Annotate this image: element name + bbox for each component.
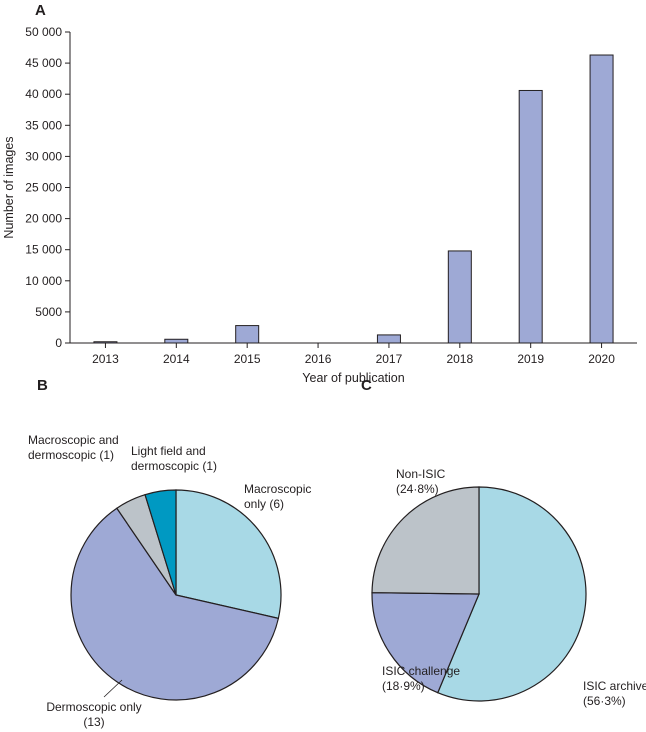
- x-tick-label: 2015: [234, 352, 261, 366]
- pie-slice: [436, 486, 587, 702]
- bar-2015: [235, 325, 260, 344]
- y-tick-label: 45 000: [25, 56, 62, 70]
- pie-label-line: ISIC archive: [583, 679, 646, 693]
- bar-2017: [376, 334, 401, 344]
- pie-label-line: dermoscopic (1): [131, 459, 217, 473]
- bar-2013: [93, 341, 118, 344]
- pie-label: Macroscopic and dermoscopic (1): [28, 433, 119, 462]
- bar-chart: 0 5000 10 000 15 000 20 000 25 000 30 000 35 00…: [2, 25, 637, 385]
- y-tick-label: 25 000: [25, 181, 62, 195]
- bar-2019: [518, 89, 543, 344]
- pie-chart-publication-image-types: Macroscopic only (6) Dermoscopic only (13) M…: [28, 433, 311, 729]
- pie-label-line: (24·8%): [396, 482, 439, 496]
- panel-letter-b: B: [37, 377, 48, 394]
- x-tick-label: 2017: [376, 352, 403, 366]
- y-tick-label: 35 000: [25, 118, 62, 132]
- bar-2014: [164, 338, 189, 344]
- x-axis-title: Year of publication: [302, 371, 404, 385]
- pie-label: Light field and dermoscopic (1): [131, 444, 217, 473]
- y-tick-label: 20 000: [25, 212, 62, 226]
- pie-label-line: ISIC challenge: [382, 664, 460, 678]
- x-tick-label: 2020: [588, 352, 615, 366]
- panel-letter-c: C: [361, 377, 372, 394]
- x-tick-label: 2016: [305, 352, 332, 366]
- pie-label-line: (18·9%): [382, 679, 425, 693]
- pie-label-line: Light field and: [131, 444, 206, 458]
- y-tick-label: 15 000: [25, 243, 62, 257]
- x-tick-label: 2014: [163, 352, 190, 366]
- x-axis-ticks: 2013 2014 2015 2016 2017 2018 2019 2020: [92, 343, 615, 366]
- bar-2018: [447, 250, 472, 344]
- panel-letter-a: A: [35, 2, 46, 19]
- pie-label-line: Non-ISIC: [396, 467, 446, 481]
- pie-label-line: only (6): [244, 497, 284, 511]
- y-tick-label: 50 000: [25, 25, 62, 39]
- pie-label-line: dermoscopic (1): [28, 448, 114, 462]
- pie-label-line: Dermoscopic only: [46, 700, 141, 714]
- pie-slice: [371, 592, 480, 694]
- pie-label: ISIC challenge (18·9%): [382, 664, 460, 693]
- pie-slice: [371, 486, 480, 595]
- x-tick-label: 2019: [517, 352, 544, 366]
- y-axis-title: Number of images: [2, 136, 16, 238]
- pie-label-line: Macroscopic and: [28, 433, 119, 447]
- y-tick-label: 5000: [35, 305, 62, 319]
- pie-slice: [144, 489, 177, 596]
- pie-slice: [70, 507, 280, 701]
- y-tick-label: 0: [55, 336, 62, 350]
- x-tick-label: 2013: [92, 352, 119, 366]
- pie-label: Dermoscopic only (13): [46, 700, 141, 729]
- pie-label: ISIC archive (56·3%): [583, 679, 646, 708]
- pie-label: Macroscopic only (6): [244, 482, 311, 511]
- pie-leader-line: [103, 679, 123, 698]
- pie-label-line: Macroscopic: [244, 482, 311, 496]
- y-tick-label: 10 000: [25, 274, 62, 288]
- y-axis-ticks: 0 5000 10 000 15 000 20 000 25 000 30 000 35 00…: [25, 25, 70, 350]
- y-tick-label: 40 000: [25, 87, 62, 101]
- pie-label: Non-ISIC (24·8%): [396, 467, 446, 496]
- bar-2020: [589, 54, 614, 344]
- pie-label-line: (13): [83, 715, 104, 729]
- bars: [93, 54, 614, 344]
- pie-chart-image-sources: ISIC archive (56·3%) ISIC challenge (18·9%)…: [371, 467, 646, 708]
- pie-label-line: (56·3%): [583, 694, 626, 708]
- y-tick-label: 30 000: [25, 149, 62, 163]
- pie-slice: [175, 489, 282, 620]
- x-tick-label: 2018: [446, 352, 473, 366]
